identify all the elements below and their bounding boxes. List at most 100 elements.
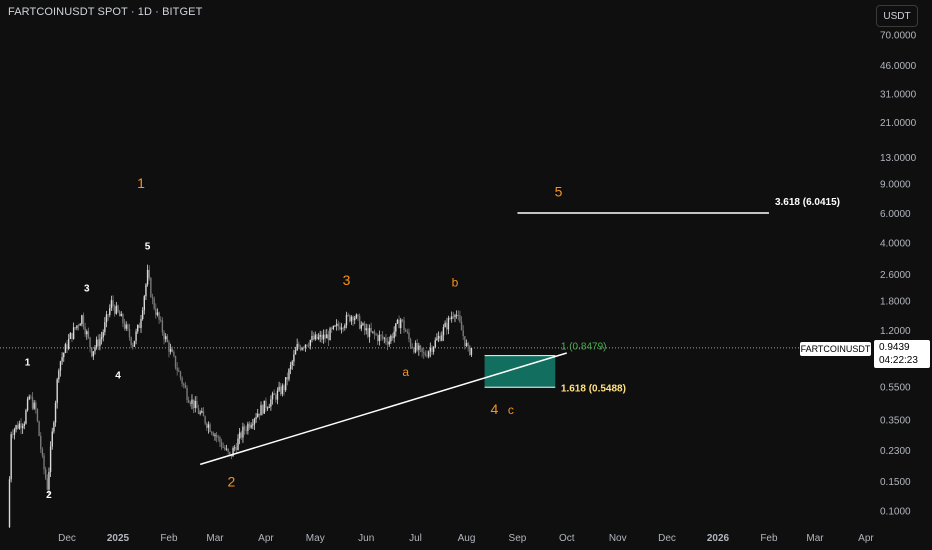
candle-body	[252, 424, 254, 426]
candle-body	[306, 344, 308, 346]
candle-body	[450, 316, 453, 320]
candle-body	[363, 323, 366, 331]
candle-body	[273, 393, 275, 395]
candle-body	[311, 335, 313, 341]
candle-body	[322, 334, 325, 340]
candle-body	[373, 331, 376, 335]
candle-body	[232, 448, 234, 457]
candle-body	[100, 337, 103, 340]
candle-body	[404, 329, 407, 332]
candle-body	[314, 334, 316, 340]
candle-body	[398, 319, 400, 329]
candle-body	[447, 317, 450, 330]
x-tick-label: 2026	[707, 533, 730, 544]
y-tick-label: 6.0000	[880, 209, 911, 220]
candle-body	[46, 478, 49, 490]
candle-body	[329, 328, 331, 341]
candle-body	[293, 354, 295, 362]
candle-body	[283, 385, 285, 391]
candle-body	[413, 348, 415, 353]
candle-body	[248, 423, 251, 428]
candle-body	[99, 339, 101, 347]
x-tick-label: Jun	[358, 533, 374, 544]
currency-button[interactable]: USDT	[876, 5, 918, 27]
candle-body	[383, 337, 386, 339]
current-price-value: 0.9439	[879, 342, 910, 353]
candle-body	[135, 331, 137, 341]
wave-label: 3	[84, 284, 90, 295]
candle-body	[122, 314, 124, 324]
candle-body	[390, 335, 392, 342]
candle-body	[84, 327, 86, 335]
candle-body	[197, 408, 200, 414]
y-tick-label: 1.2000	[880, 326, 911, 337]
candle-body	[48, 471, 50, 490]
candle-body	[470, 348, 473, 355]
candle-body	[437, 336, 440, 339]
candle-body	[169, 348, 172, 352]
candle-body	[38, 421, 40, 437]
candle-body	[442, 327, 445, 336]
candle-body	[89, 337, 91, 348]
candle-body	[120, 314, 122, 317]
candle-body	[344, 325, 346, 329]
candle-body	[380, 334, 382, 336]
candle-body	[13, 429, 16, 435]
candle-body	[86, 331, 88, 335]
candle-body	[212, 433, 215, 436]
candle-body	[35, 402, 37, 410]
candle-body	[268, 406, 270, 408]
candle-body	[17, 425, 19, 429]
candle-body	[118, 311, 121, 317]
y-tick-label: 0.5500	[880, 383, 911, 394]
candle-body	[33, 402, 35, 409]
y-tick-label: 2.6000	[880, 270, 911, 281]
candle-body	[347, 314, 349, 316]
candle-body	[427, 351, 430, 357]
candle-body	[243, 426, 246, 431]
candle-body	[270, 399, 272, 407]
x-tick-label: Dec	[58, 533, 76, 544]
y-tick-label: 21.0000	[880, 118, 917, 129]
candle-body	[280, 386, 282, 395]
candle-body	[79, 323, 81, 326]
wave-label: 3	[343, 272, 351, 288]
candle-body	[8, 479, 11, 528]
candle-body	[260, 405, 262, 416]
candle-body	[245, 430, 247, 431]
candle-body	[317, 336, 320, 339]
candle-body	[143, 296, 146, 311]
x-tick-label: 2025	[107, 533, 130, 544]
candle-body	[112, 300, 114, 307]
candle-body	[67, 338, 70, 349]
candle-body	[81, 315, 83, 324]
candle-body	[26, 399, 29, 411]
candle-body	[339, 326, 341, 330]
wave-label: 5	[145, 242, 151, 253]
candle-body	[201, 411, 203, 413]
candle-body	[132, 345, 134, 347]
candle-body	[385, 337, 387, 342]
candle-body	[28, 396, 30, 400]
candle-body	[107, 314, 109, 316]
candle-body	[210, 431, 213, 434]
candle-body	[403, 320, 405, 330]
candle-body	[31, 397, 34, 409]
candle-body	[189, 402, 192, 404]
candle-body	[30, 396, 32, 398]
y-tick-label: 1.8000	[880, 296, 911, 307]
candle-body	[411, 346, 413, 349]
candle-body	[204, 416, 206, 424]
candle-body	[237, 438, 239, 450]
x-tick-label: Mar	[206, 533, 224, 544]
candle-body	[414, 342, 417, 353]
candle-body	[354, 318, 356, 321]
candle-body	[360, 324, 362, 329]
wave-label: b	[452, 275, 459, 289]
candle-body	[258, 413, 261, 416]
drawing-lines: 3.618 (6.0415) 1 (0.8479) 1.618 (0.5488)	[199, 197, 840, 466]
candle-body	[439, 336, 441, 341]
y-tick-label: 70.0000	[880, 31, 917, 42]
candle-body	[426, 355, 428, 357]
